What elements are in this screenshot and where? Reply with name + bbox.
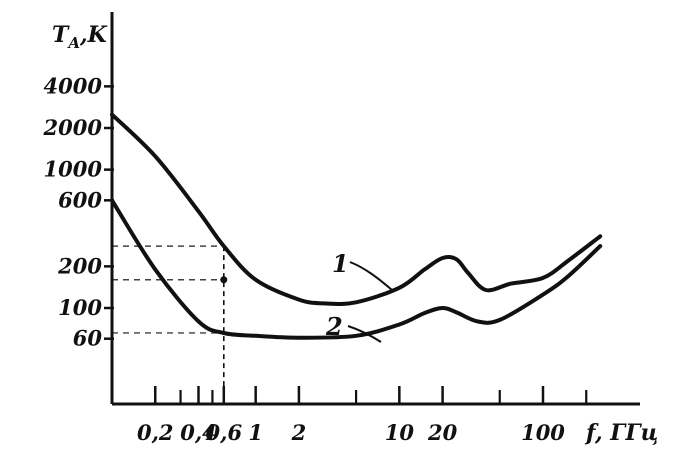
y-axis-title: TA,K [52,22,108,52]
x-tick-label: 0,2 [137,420,174,445]
leader-line-1 [349,261,393,291]
y-tick-label: 600 [58,187,102,212]
y-tick-label: 1000 [44,157,103,182]
y-tick-label: 2000 [43,115,103,140]
x-tick-label: 0,4 [180,420,217,445]
y-axis-title-sub: A [66,34,80,52]
curve-label-2: 2 [325,312,343,341]
axes-layer [110,12,640,406]
x-axis-title: f, ГГц [584,420,658,446]
curve-label-1: 1 [332,249,349,278]
x-tick-label: 100 [521,420,565,445]
leader-line-2 [347,325,382,343]
y-tick-label: 100 [58,295,102,320]
series-line-2 [110,198,603,340]
x-tick-label: 0,6 [206,420,243,445]
x-tick-label: 10 [385,420,415,445]
guides-layer [112,245,228,404]
labels-layer: TA,K f, ГГц 1 2 [52,22,658,446]
guide-marker [220,276,228,284]
x-tick-label: 2 [291,420,307,445]
y-tick-label: 200 [57,253,102,278]
y-tick-label: 60 [73,326,103,351]
series-layer [110,112,603,343]
y-axis-title-main: T [52,22,70,48]
x-tick-label: 1 [248,420,263,445]
series-line-1 [110,112,603,306]
y-axis-title-unit: ,K [79,22,108,48]
x-tick-label: 20 [427,420,458,445]
y-tick-label: 4000 [44,73,103,98]
